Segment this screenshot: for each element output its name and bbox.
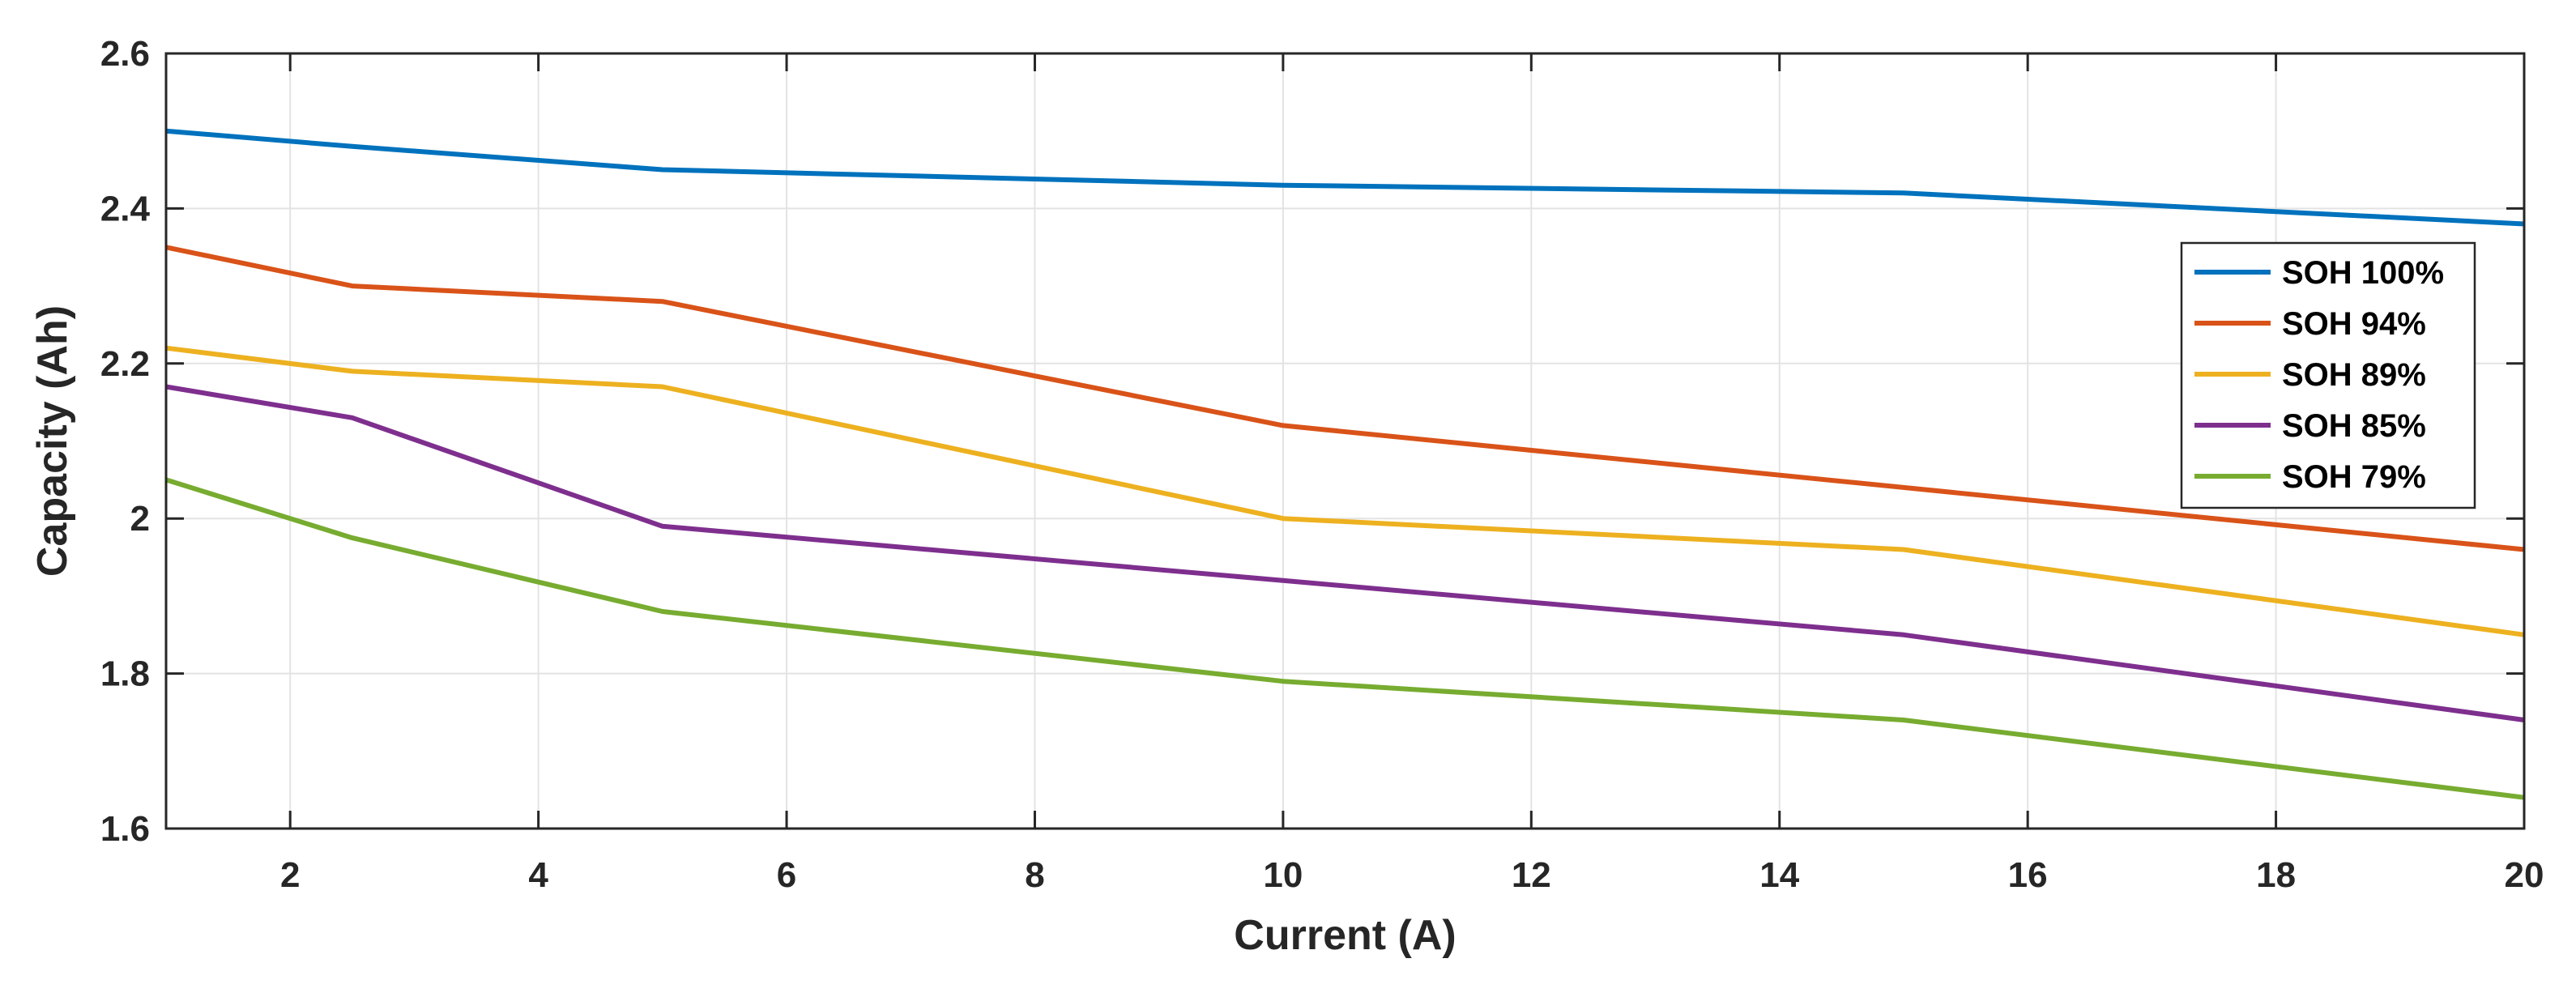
x-tick-label: 12: [1512, 855, 1551, 895]
series-line: [165, 245, 2525, 552]
y-tick-label: 2: [130, 499, 150, 539]
axes-box: [164, 52, 2526, 830]
legend-label: SOH 94%: [2282, 306, 2426, 342]
y-tick-label: 2.4: [100, 189, 151, 228]
y-tick-label: 2.6: [100, 34, 150, 74]
x-tick-label: 14: [1759, 855, 1799, 895]
x-tick-label: 16: [2008, 855, 2048, 895]
legend-label: SOH 100%: [2282, 255, 2444, 291]
series-line: [165, 477, 2525, 800]
y-tick-label: 1.6: [100, 809, 150, 849]
y-axis-label: Capacity (Ah): [29, 305, 76, 577]
series-line: [165, 384, 2525, 722]
x-tick-label: 18: [2256, 855, 2296, 895]
legend-label: SOH 79%: [2282, 459, 2426, 495]
series-line: [165, 128, 2525, 227]
x-tick-label: 2: [280, 855, 300, 895]
legend: SOH 100% SOH 94% SOH 89% SOH 85% SOH 79%: [2180, 241, 2476, 509]
x-tick-label: 6: [777, 855, 796, 895]
legend-label: SOH 85%: [2282, 408, 2426, 444]
series-lines: [165, 128, 2525, 800]
legend-label: SOH 89%: [2282, 357, 2426, 393]
x-axis-label: Current (A): [1234, 912, 1456, 959]
x-tick-label: 20: [2505, 855, 2544, 895]
ticks: 2 4 6 8 10 12 14 16 18 20 1.6 1.8 2 2.2 2.4 2.6: [100, 34, 2544, 895]
y-tick-label: 1.8: [100, 654, 150, 694]
x-tick-label: 4: [528, 855, 548, 895]
x-tick-label: 8: [1025, 855, 1044, 895]
x-tick-label: 10: [1263, 855, 1303, 895]
series-line: [165, 345, 2525, 637]
y-tick-label: 2.2: [100, 344, 150, 384]
